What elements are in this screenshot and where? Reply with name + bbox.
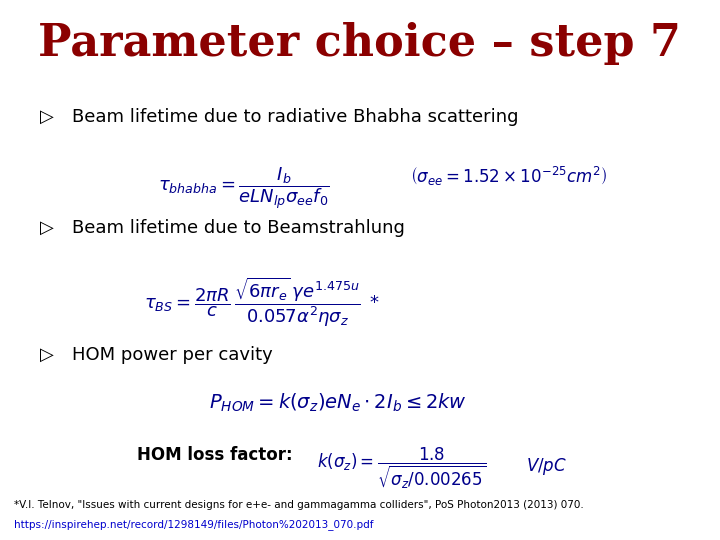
Text: $V/pC$: $V/pC$ bbox=[526, 456, 567, 477]
Text: Beam lifetime due to radiative Bhabha scattering: Beam lifetime due to radiative Bhabha sc… bbox=[72, 108, 518, 126]
Text: $P_{HOM} = k(\sigma_z)eN_e \cdot 2I_b \leq 2kw$: $P_{HOM} = k(\sigma_z)eN_e \cdot 2I_b \l… bbox=[209, 392, 467, 414]
Text: $\tau_{BS} = \dfrac{2\pi R}{c}\,\dfrac{\sqrt{6\pi r_e}\,\gamma e^{1.475u}}{0.057: $\tau_{BS} = \dfrac{2\pi R}{c}\,\dfrac{\… bbox=[144, 275, 379, 329]
Text: HOM power per cavity: HOM power per cavity bbox=[72, 346, 273, 363]
Text: Parameter choice – step 7: Parameter choice – step 7 bbox=[38, 22, 682, 65]
Text: https://inspirehep.net/record/1298149/files/Photon%202013_070.pdf: https://inspirehep.net/record/1298149/fi… bbox=[14, 519, 374, 530]
Text: *V.I. Telnov, "Issues with current designs for e+e- and gammagamma colliders", P: *V.I. Telnov, "Issues with current desig… bbox=[14, 500, 584, 510]
Text: ▷: ▷ bbox=[40, 108, 53, 126]
Text: ▷: ▷ bbox=[40, 219, 53, 237]
Text: Beam lifetime due to Beamstrahlung: Beam lifetime due to Beamstrahlung bbox=[72, 219, 405, 237]
Text: $\left(\sigma_{ee} = 1.52\times10^{-25}cm^2\right)$: $\left(\sigma_{ee} = 1.52\times10^{-25}c… bbox=[410, 165, 608, 188]
Text: $\tau_{bhabha} = \dfrac{I_b}{eLN_{lp}\sigma_{ee}f_0}$: $\tau_{bhabha} = \dfrac{I_b}{eLN_{lp}\si… bbox=[158, 165, 330, 211]
Text: ▷: ▷ bbox=[40, 346, 53, 363]
Text: HOM loss factor:: HOM loss factor: bbox=[137, 446, 292, 463]
Text: $k(\sigma_z) = \dfrac{1.8}{\sqrt{\sigma_z/0.00265}}$: $k(\sigma_z) = \dfrac{1.8}{\sqrt{\sigma_… bbox=[317, 446, 486, 491]
